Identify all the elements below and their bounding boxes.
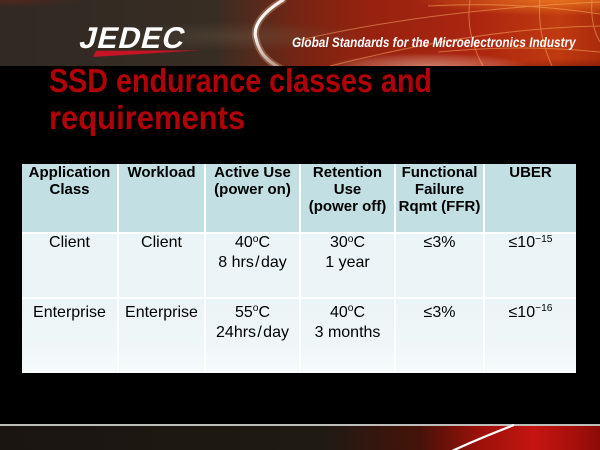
svg-text:JEDEC: JEDEC [76, 21, 189, 54]
